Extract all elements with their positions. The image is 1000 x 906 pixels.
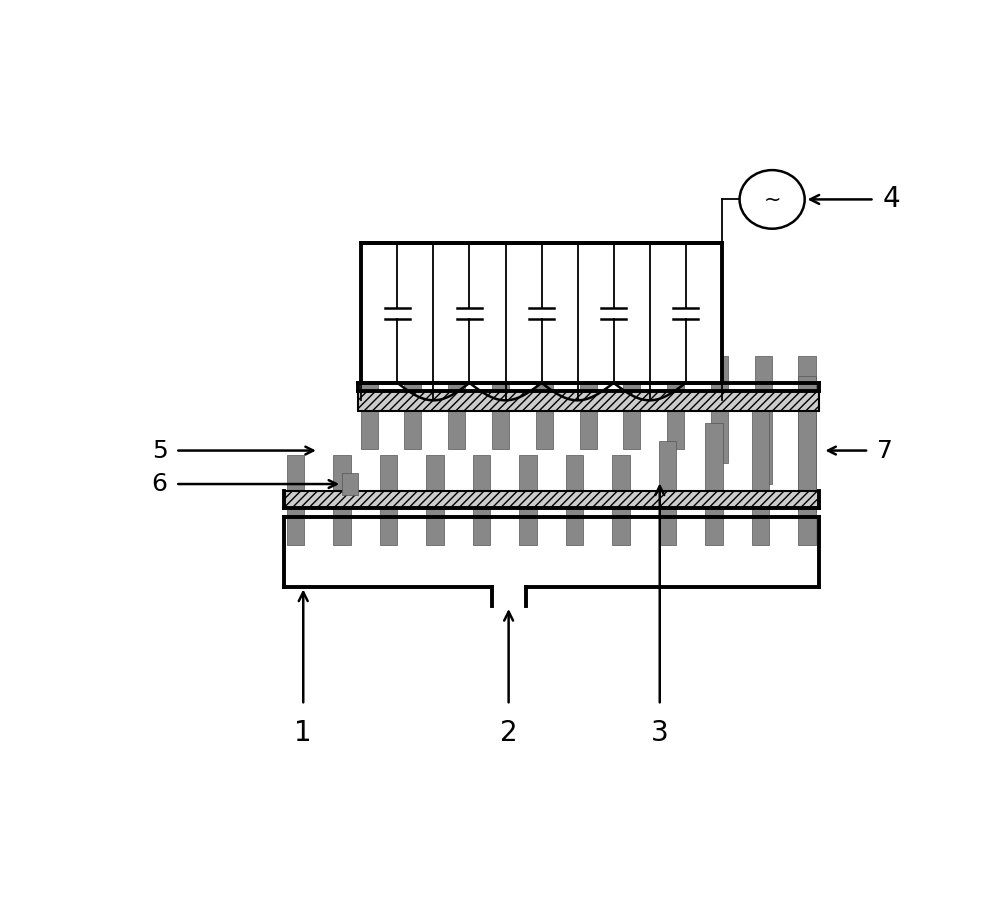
Bar (798, 356, 816, 391)
Bar (358, 391, 819, 410)
Bar (798, 410, 816, 512)
Bar (426, 508, 444, 545)
Bar (612, 508, 630, 545)
Bar (580, 410, 597, 449)
Bar (705, 422, 723, 491)
Circle shape (740, 170, 805, 228)
Text: 1: 1 (294, 719, 312, 747)
Bar (333, 508, 351, 545)
Bar (361, 356, 378, 391)
Text: 6: 6 (152, 472, 168, 496)
Text: 3: 3 (651, 719, 669, 747)
Bar (492, 356, 509, 391)
Bar (536, 356, 553, 391)
Bar (752, 401, 769, 491)
Bar (798, 376, 816, 491)
Bar (711, 356, 728, 391)
Bar (448, 356, 465, 391)
Bar (580, 356, 597, 391)
Bar (380, 508, 397, 545)
Bar (711, 410, 728, 463)
Bar (473, 455, 490, 491)
Bar (566, 508, 583, 545)
Bar (752, 508, 769, 545)
Bar (755, 410, 772, 484)
Bar (705, 508, 723, 545)
Bar (519, 508, 537, 545)
Bar (361, 410, 378, 449)
Bar (519, 455, 537, 491)
Bar (448, 410, 465, 449)
Bar (492, 410, 509, 449)
Bar (667, 410, 684, 449)
Text: ~: ~ (763, 189, 781, 209)
Bar (566, 455, 583, 491)
Bar (659, 508, 676, 545)
Bar (473, 508, 490, 545)
Text: 7: 7 (877, 439, 893, 463)
Text: 4: 4 (882, 186, 900, 214)
Bar (404, 410, 421, 449)
Bar (623, 410, 640, 449)
Bar (333, 455, 351, 491)
Bar (287, 455, 304, 491)
Bar (380, 455, 397, 491)
Bar (426, 455, 444, 491)
Bar (667, 356, 684, 391)
Bar (623, 356, 640, 391)
Bar (287, 508, 304, 545)
Bar (659, 441, 676, 491)
Bar (612, 455, 630, 491)
Bar (755, 356, 772, 391)
Text: 2: 2 (500, 719, 517, 747)
Bar (284, 491, 819, 508)
Text: 5: 5 (152, 439, 168, 463)
Bar (342, 473, 358, 496)
Bar (361, 244, 722, 383)
Bar (798, 508, 816, 545)
Bar (404, 356, 421, 391)
Bar (536, 410, 553, 449)
